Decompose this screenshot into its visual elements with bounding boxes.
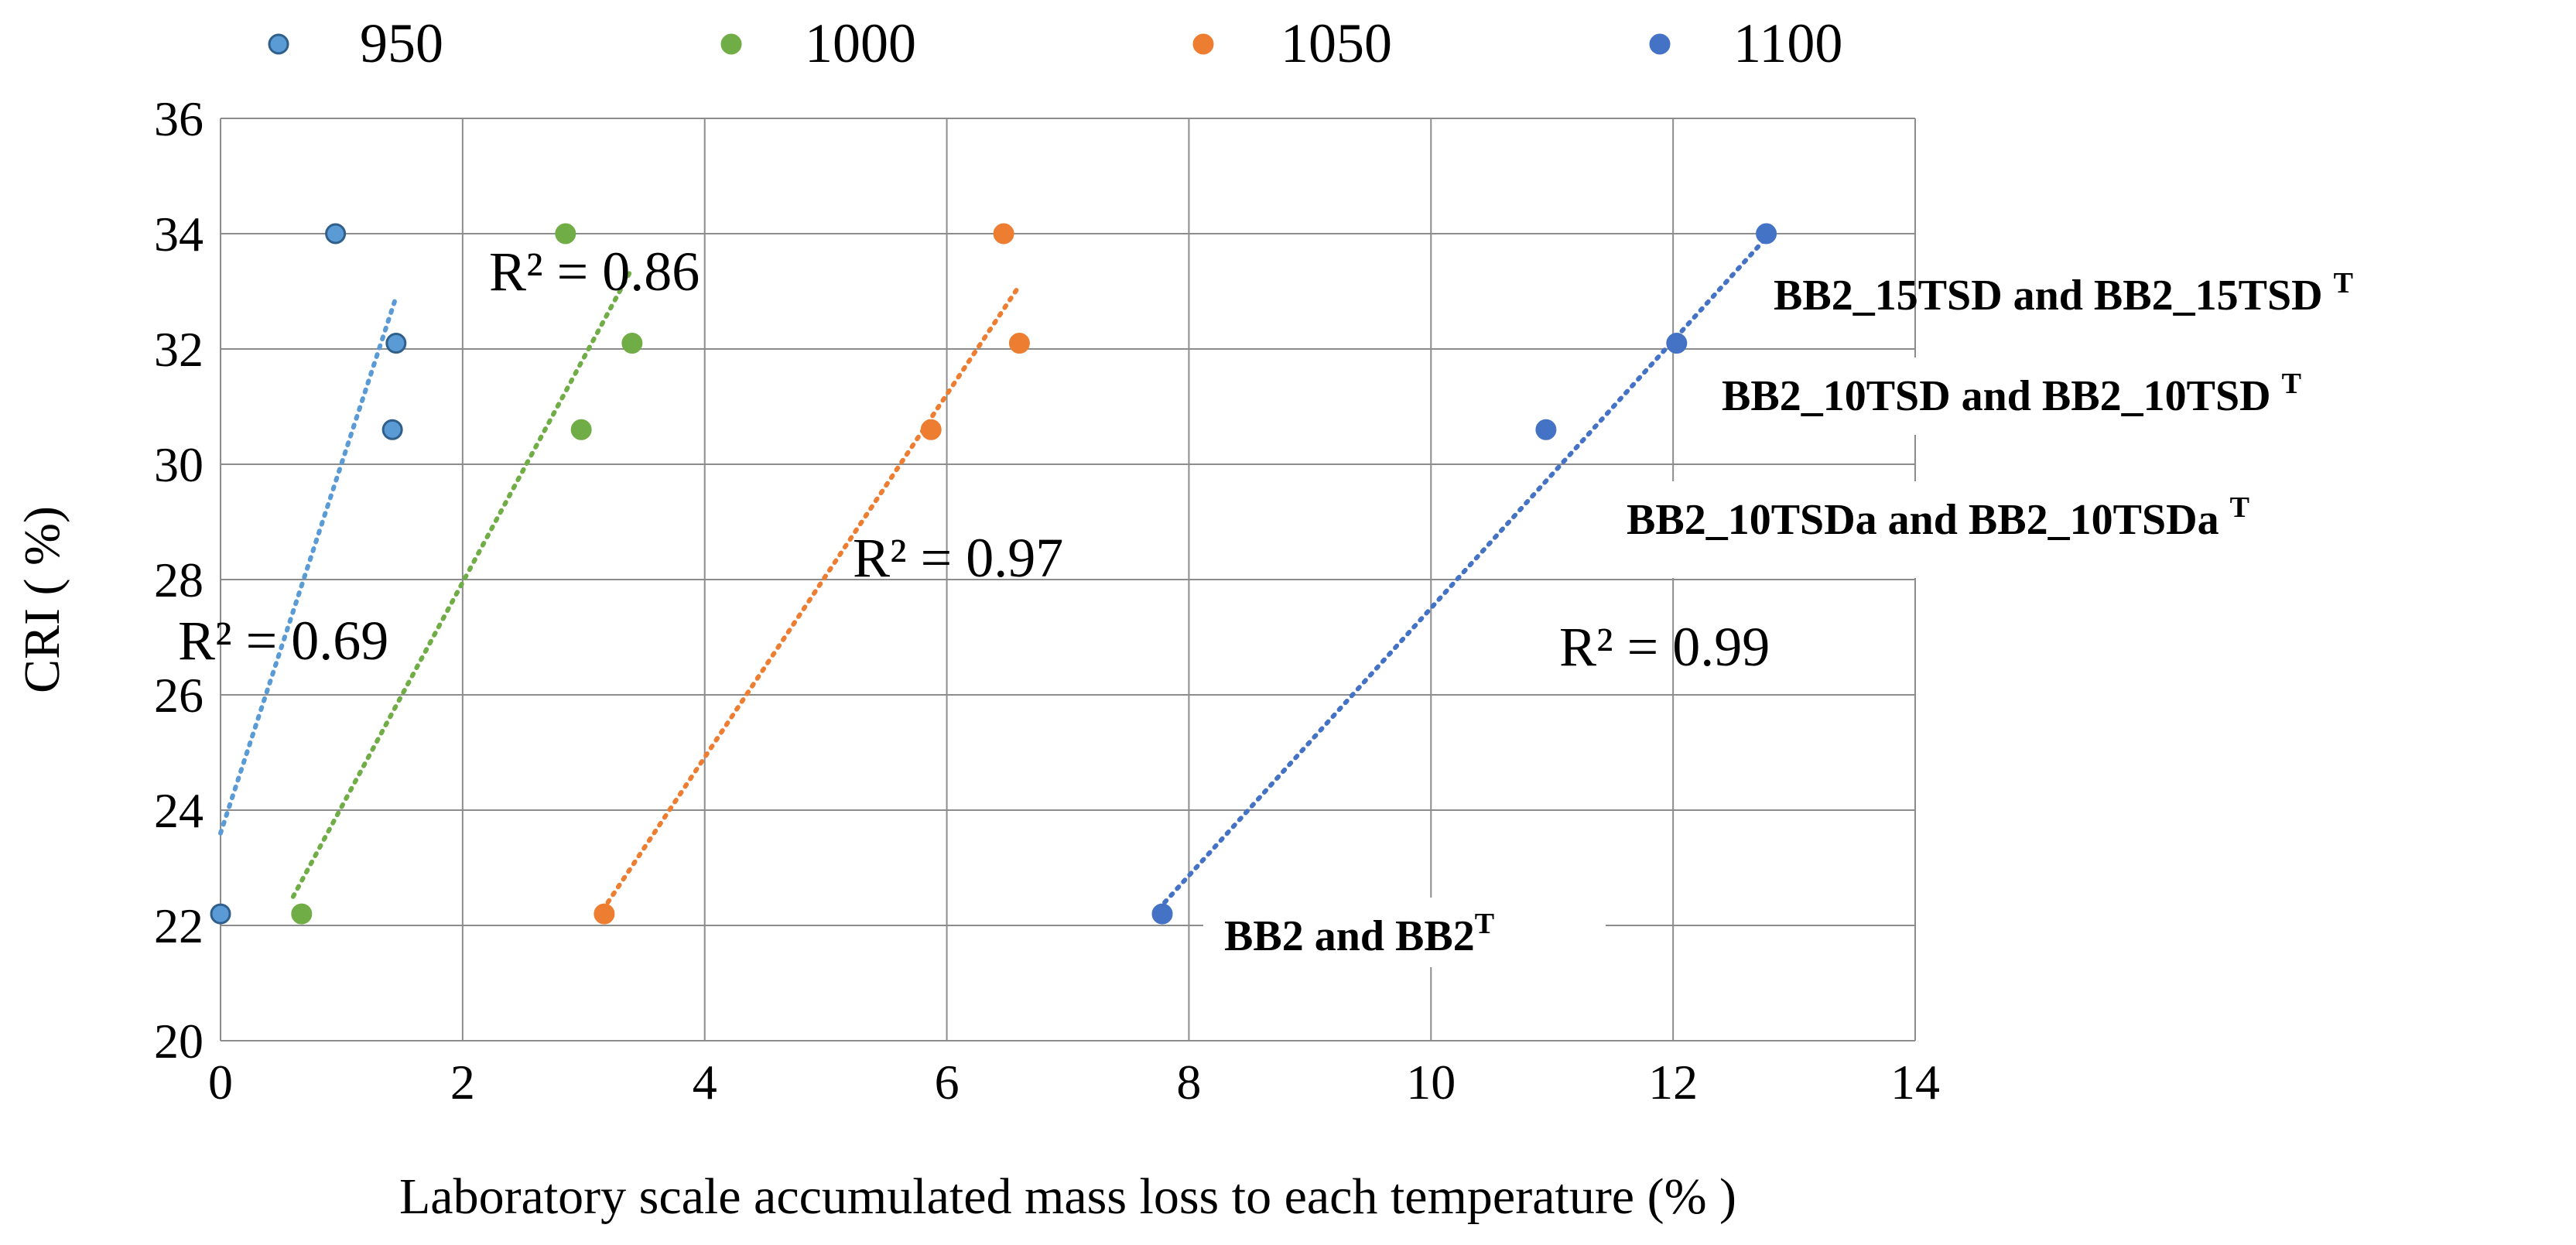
point-1050 xyxy=(993,223,1014,245)
trendline-1000 xyxy=(290,265,635,899)
y-tick-label: 36 xyxy=(154,91,204,146)
annotation-bb2: BB2 and BB2T xyxy=(1224,908,1494,960)
annotation-10tsda-sup: T xyxy=(2230,491,2249,524)
annotation-box-10tsd xyxy=(1699,357,2503,435)
point-1050 xyxy=(920,419,942,440)
y-tick-label: 20 xyxy=(154,1014,204,1069)
annotation-10tsd: BB2_10TSD and BB2_10TSD T xyxy=(1722,368,2301,420)
point-1000 xyxy=(291,903,313,925)
x-tick-label: 6 xyxy=(935,1055,960,1110)
y-tick-label: 28 xyxy=(154,552,204,607)
annotation-15tsd-text: BB2_15TSD and BB2_15TSD xyxy=(1774,272,2334,320)
annotation-15tsd-sup: T xyxy=(2334,267,2353,299)
annotation-box-bb2 xyxy=(1203,898,1606,967)
x-tick-label: 0 xyxy=(208,1055,233,1110)
y-tick-label: 24 xyxy=(154,783,204,838)
point-1100 xyxy=(1535,419,1557,440)
y-tick-label: 34 xyxy=(154,207,204,262)
y-axis-title: CRI ( %) xyxy=(14,506,70,693)
r2-label-950: R² = 0.69 xyxy=(178,610,388,672)
legend-label-950: 950 xyxy=(360,12,443,74)
legend: 950 1000 1050 1100 xyxy=(268,12,1842,74)
point-1000 xyxy=(621,333,643,354)
point-1100 xyxy=(1756,223,1777,245)
point-950 xyxy=(381,419,403,440)
legend-marker-950 xyxy=(268,33,289,55)
y-tick-label: 26 xyxy=(154,668,204,723)
x-tick-label: 12 xyxy=(1648,1055,1698,1110)
point-1050 xyxy=(594,903,615,925)
point-950 xyxy=(385,333,407,354)
point-1000 xyxy=(555,223,576,245)
point-1050 xyxy=(1008,333,1030,354)
y-tick-label: 30 xyxy=(154,437,204,492)
x-axis-title: Laboratory scale accumulated mass loss t… xyxy=(399,1168,1736,1225)
annotation-box-10tsda xyxy=(1621,481,2465,578)
x-tick-label: 10 xyxy=(1406,1055,1456,1110)
legend-marker-1100 xyxy=(1649,33,1671,55)
annotation-10tsd-sup: T xyxy=(2282,368,2301,400)
r2-label-1100: R² = 0.99 xyxy=(1559,616,1770,678)
legend-marker-1000 xyxy=(720,33,742,55)
legend-label-1100: 1100 xyxy=(1733,12,1842,74)
trendline-1050 xyxy=(605,283,1022,905)
legend-label-1050: 1050 xyxy=(1281,12,1392,74)
trendline-950 xyxy=(218,294,399,836)
x-tick-label: 8 xyxy=(1176,1055,1201,1110)
legend-label-1000: 1000 xyxy=(805,12,916,74)
annotation-bb2-text: BB2 and BB2 xyxy=(1224,912,1475,960)
legend-marker-1050 xyxy=(1192,33,1214,55)
x-tick-label: 4 xyxy=(693,1055,717,1110)
point-1100 xyxy=(1151,903,1173,925)
annotation-10tsd-text: BB2_10TSD and BB2_10TSD xyxy=(1722,372,2282,420)
annotation-15tsd: BB2_15TSD and BB2_15TSD T xyxy=(1774,267,2353,320)
r2-label-1050: R² = 0.97 xyxy=(853,527,1063,589)
y-tick-label: 22 xyxy=(154,898,204,953)
point-950 xyxy=(210,903,231,925)
point-1000 xyxy=(570,419,592,440)
r2-label-1000: R² = 0.86 xyxy=(489,241,700,303)
data-points xyxy=(210,223,1777,925)
gridlines xyxy=(220,118,1916,1041)
point-950 xyxy=(325,223,347,245)
annotation-bb2-sup: T xyxy=(1475,908,1494,940)
y-tick-label: 32 xyxy=(154,322,204,377)
x-tick-label: 2 xyxy=(450,1055,475,1110)
point-1100 xyxy=(1666,333,1688,354)
x-tick-label: 14 xyxy=(1890,1055,1940,1110)
annotation-10tsda-text: BB2_10TSDa and BB2_10TSDa xyxy=(1627,496,2230,544)
annotation-10tsda: BB2_10TSDa and BB2_10TSDa T xyxy=(1627,491,2249,544)
